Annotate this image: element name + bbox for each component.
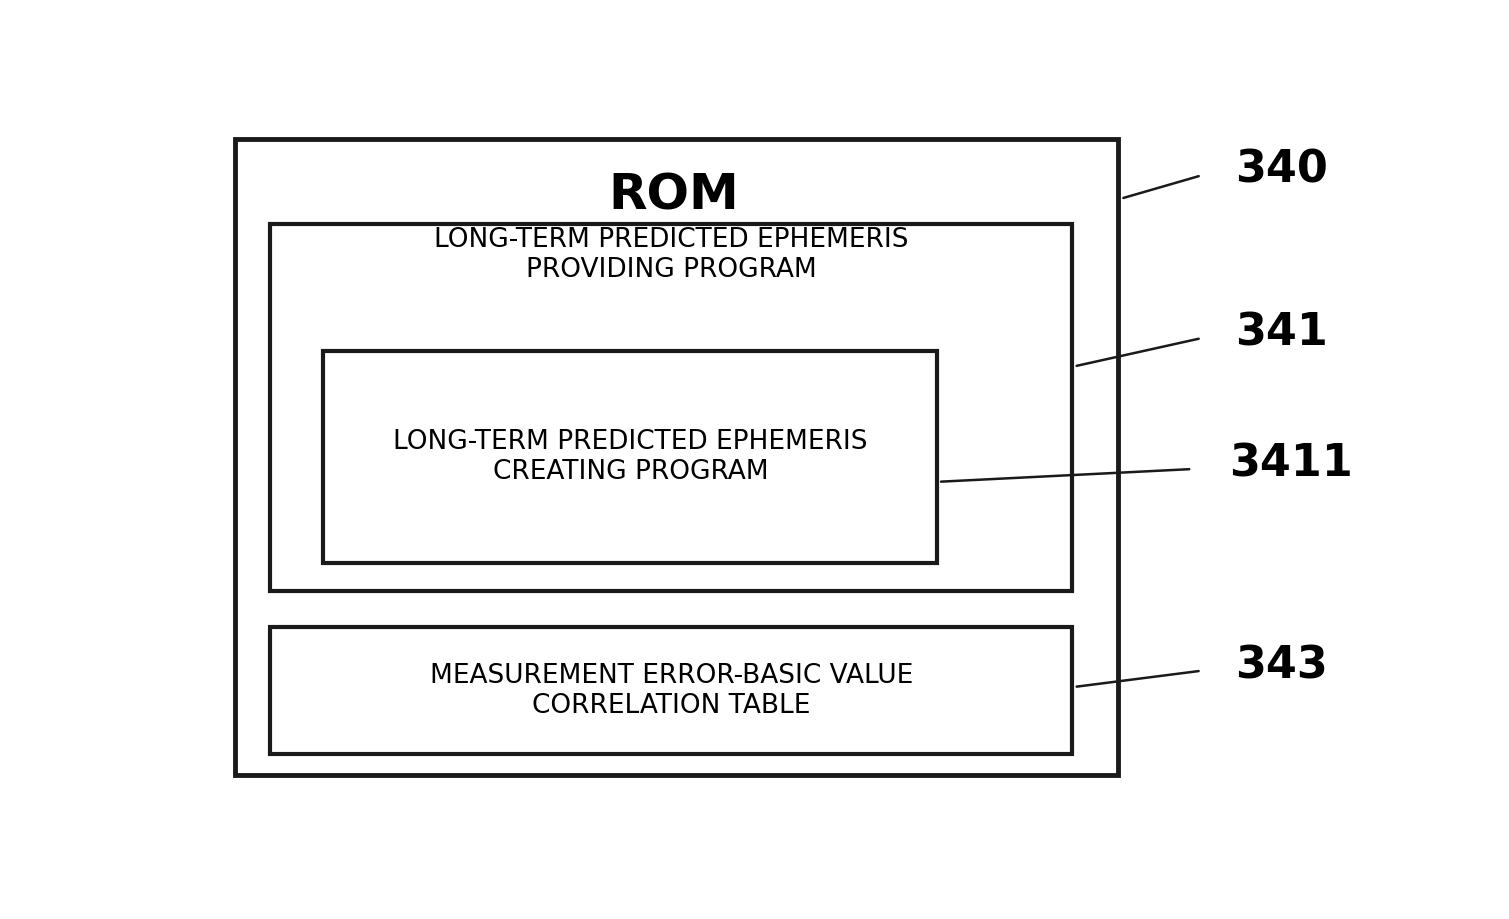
- Text: 3411: 3411: [1230, 443, 1354, 485]
- FancyBboxPatch shape: [323, 351, 937, 563]
- FancyBboxPatch shape: [270, 627, 1071, 754]
- Text: ROM: ROM: [608, 171, 739, 220]
- Text: MEASUREMENT ERROR-BASIC VALUE
CORRELATION TABLE: MEASUREMENT ERROR-BASIC VALUE CORRELATIO…: [430, 663, 913, 719]
- FancyBboxPatch shape: [270, 223, 1071, 592]
- FancyBboxPatch shape: [235, 139, 1118, 776]
- Text: LONG-TERM PREDICTED EPHEMERIS
PROVIDING PROGRAM: LONG-TERM PREDICTED EPHEMERIS PROVIDING …: [435, 227, 908, 283]
- Text: 340: 340: [1236, 149, 1328, 192]
- Text: 341: 341: [1236, 312, 1328, 355]
- Text: 343: 343: [1236, 644, 1328, 687]
- Text: LONG-TERM PREDICTED EPHEMERIS
CREATING PROGRAM: LONG-TERM PREDICTED EPHEMERIS CREATING P…: [394, 429, 868, 485]
